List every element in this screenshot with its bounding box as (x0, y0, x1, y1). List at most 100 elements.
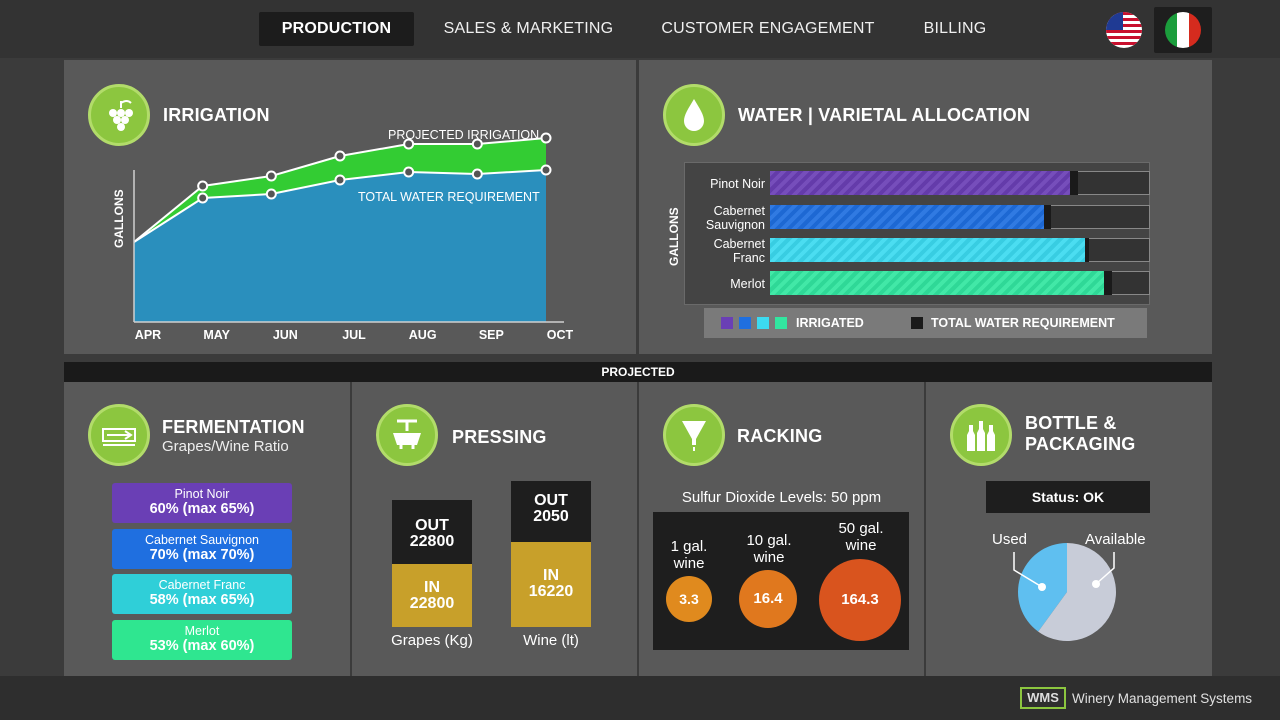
total-point (265, 188, 277, 200)
fermentation-subtitle: Grapes/Wine Ratio (162, 438, 289, 455)
x-tick-label: APR (135, 328, 161, 342)
wine-out-box: OUT 2050 (511, 481, 591, 542)
grapes-out-label: OUT (415, 517, 449, 534)
us-flag-icon[interactable] (1106, 12, 1142, 48)
grapes-in-value: 22800 (409, 595, 455, 612)
bottle-pie-chart (1013, 543, 1116, 641)
projected-point (197, 180, 209, 192)
racking-box: 1 gal. wine 10 gal. wine 50 gal. wine 3.… (653, 512, 909, 650)
grapes-caption: Grapes (Kg) (391, 632, 473, 649)
press-icon (376, 404, 438, 466)
water-bar-label: Cabernet Franc (713, 237, 765, 265)
irrigation-panel: IRRIGATION APR MAY JUN JUL AUG SEP OCT GALLONS… (64, 60, 636, 354)
x-tick-label: MAY (203, 328, 230, 342)
grapes-out-value: 22800 (409, 533, 455, 550)
available-leader-dot (1092, 580, 1100, 588)
fermentation-icon (88, 404, 150, 466)
bottle-title-line2: PACKAGING (1025, 434, 1136, 454)
projected-divider: PROJECTED (64, 362, 1212, 382)
used-leader-line (1013, 552, 1043, 588)
legend-swatch-pinot (721, 317, 733, 329)
ferm-item-cabernet-franc: Cabernet Franc 58% (max 65%) (112, 574, 292, 614)
wine-in-box: IN 16220 (511, 542, 591, 627)
italy-flag-icon[interactable] (1165, 12, 1201, 48)
wms-logo: WMS (1020, 687, 1066, 709)
irrigation-title: IRRIGATION (163, 105, 270, 125)
racking-label-50gal: 50 gal. wine (838, 520, 884, 554)
irrigation-chart: APR MAY JUN JUL AUG SEP OCT (133, 132, 574, 342)
available-label: Available (1085, 531, 1146, 548)
water-bar-label: Cabernet Sauvignon (705, 204, 765, 232)
water-y-label: GALLONS (667, 207, 681, 266)
projected-point (265, 170, 277, 182)
racking-value-10gal: 16.4 (739, 570, 797, 628)
tab-customer-engagement[interactable]: CUSTOMER ENGAGEMENT (661, 20, 875, 37)
water-bar-irrigated (770, 205, 1044, 229)
total-point (471, 168, 483, 180)
used-label: Used (992, 531, 1028, 548)
total-point (540, 164, 552, 176)
racking-title: RACKING (737, 426, 823, 446)
projected-point (471, 138, 483, 150)
grapes-out-box: OUT 22800 (392, 500, 472, 564)
fermentation-title: FERMENTATION (162, 417, 305, 437)
tab-billing[interactable]: BILLING (923, 20, 987, 37)
water-bar-label: Pinot Noir (710, 177, 765, 191)
ferm-value: 60% (max 65%) (149, 501, 255, 517)
water-bar-irrigated (770, 171, 1071, 195)
water-title: WATER | VARIETAL ALLOCATION (738, 105, 1031, 125)
ferm-item-merlot: Merlot 53% (max 60%) (112, 620, 292, 660)
total-water-area (134, 170, 546, 322)
wine-out-label: OUT (534, 492, 568, 509)
x-tick-label: AUG (409, 328, 437, 342)
fermentation-panel: FERMENTATION Grapes/Wine Ratio Pinot Noi… (64, 382, 350, 676)
grapes-in-box: IN 22800 (392, 564, 472, 627)
projected-point (540, 132, 552, 144)
top-nav: PRODUCTION SALES & MARKETING CUSTOMER EN… (0, 0, 1280, 58)
available-leader-line (1095, 552, 1115, 585)
total-point (197, 192, 209, 204)
racking-value-1gal: 3.3 (666, 576, 712, 622)
projected-point (334, 150, 346, 162)
water-bar-irrigated (770, 238, 1086, 262)
wine-glass-icon (663, 404, 725, 466)
bottles-icon (950, 404, 1012, 466)
water-legend: IRRIGATED TOTAL WATER REQUIREMENT (704, 308, 1147, 338)
bottle-title-line1: BOTTLE & (1025, 413, 1117, 433)
ferm-name: Pinot Noir (174, 487, 230, 501)
wine-in-label: IN (543, 567, 559, 584)
ferm-value: 70% (max 70%) (149, 547, 255, 563)
x-tick-label: OCT (547, 328, 574, 342)
ferm-value: 53% (max 60%) (149, 638, 255, 654)
water-bar-label: Merlot (730, 277, 765, 291)
racking-label-1gal: 1 gal. wine (670, 538, 708, 572)
used-leader-dot (1038, 583, 1046, 591)
legend-irrigated: IRRIGATED (796, 316, 864, 330)
grapes-icon (88, 84, 150, 146)
ferm-value: 58% (max 65%) (149, 592, 255, 608)
racking-label-10gal: 10 gal. wine (746, 532, 792, 566)
racking-value-50gal: 164.3 (819, 559, 901, 641)
racking-panel: RACKING Sulfur Dioxide Levels: 50 ppm 1 … (639, 382, 924, 676)
legend-swatch-franc (757, 317, 769, 329)
wine-caption: Wine (lt) (523, 632, 579, 649)
ferm-name: Cabernet Sauvignon (145, 533, 259, 547)
projected-point (403, 138, 415, 150)
pressing-title: PRESSING (452, 427, 547, 447)
water-drop-icon (663, 84, 725, 146)
water-panel: WATER | VARIETAL ALLOCATION GALLONS Pino… (639, 60, 1212, 354)
legend-total: TOTAL WATER REQUIREMENT (931, 316, 1115, 330)
ferm-name: Cabernet Franc (158, 578, 246, 592)
irrigation-y-label: GALLONS (112, 189, 126, 248)
ferm-item-pinot-noir: Pinot Noir 60% (max 65%) (112, 483, 292, 523)
legend-swatch-total (911, 317, 923, 329)
x-tick-label: JUL (342, 328, 366, 342)
tab-sales-marketing[interactable]: SALES & MARKETING (443, 20, 614, 37)
wine-in-value: 16220 (528, 583, 574, 600)
status-badge: Status: OK (986, 481, 1150, 513)
total-water-label: TOTAL WATER REQUIREMENT (358, 190, 540, 204)
ferm-name: Merlot (184, 624, 220, 638)
wine-out-value: 2050 (533, 508, 569, 525)
ferm-item-cabernet-sauvignon: Cabernet Sauvignon 70% (max 70%) (112, 529, 292, 569)
tab-production[interactable]: PRODUCTION (259, 12, 414, 46)
